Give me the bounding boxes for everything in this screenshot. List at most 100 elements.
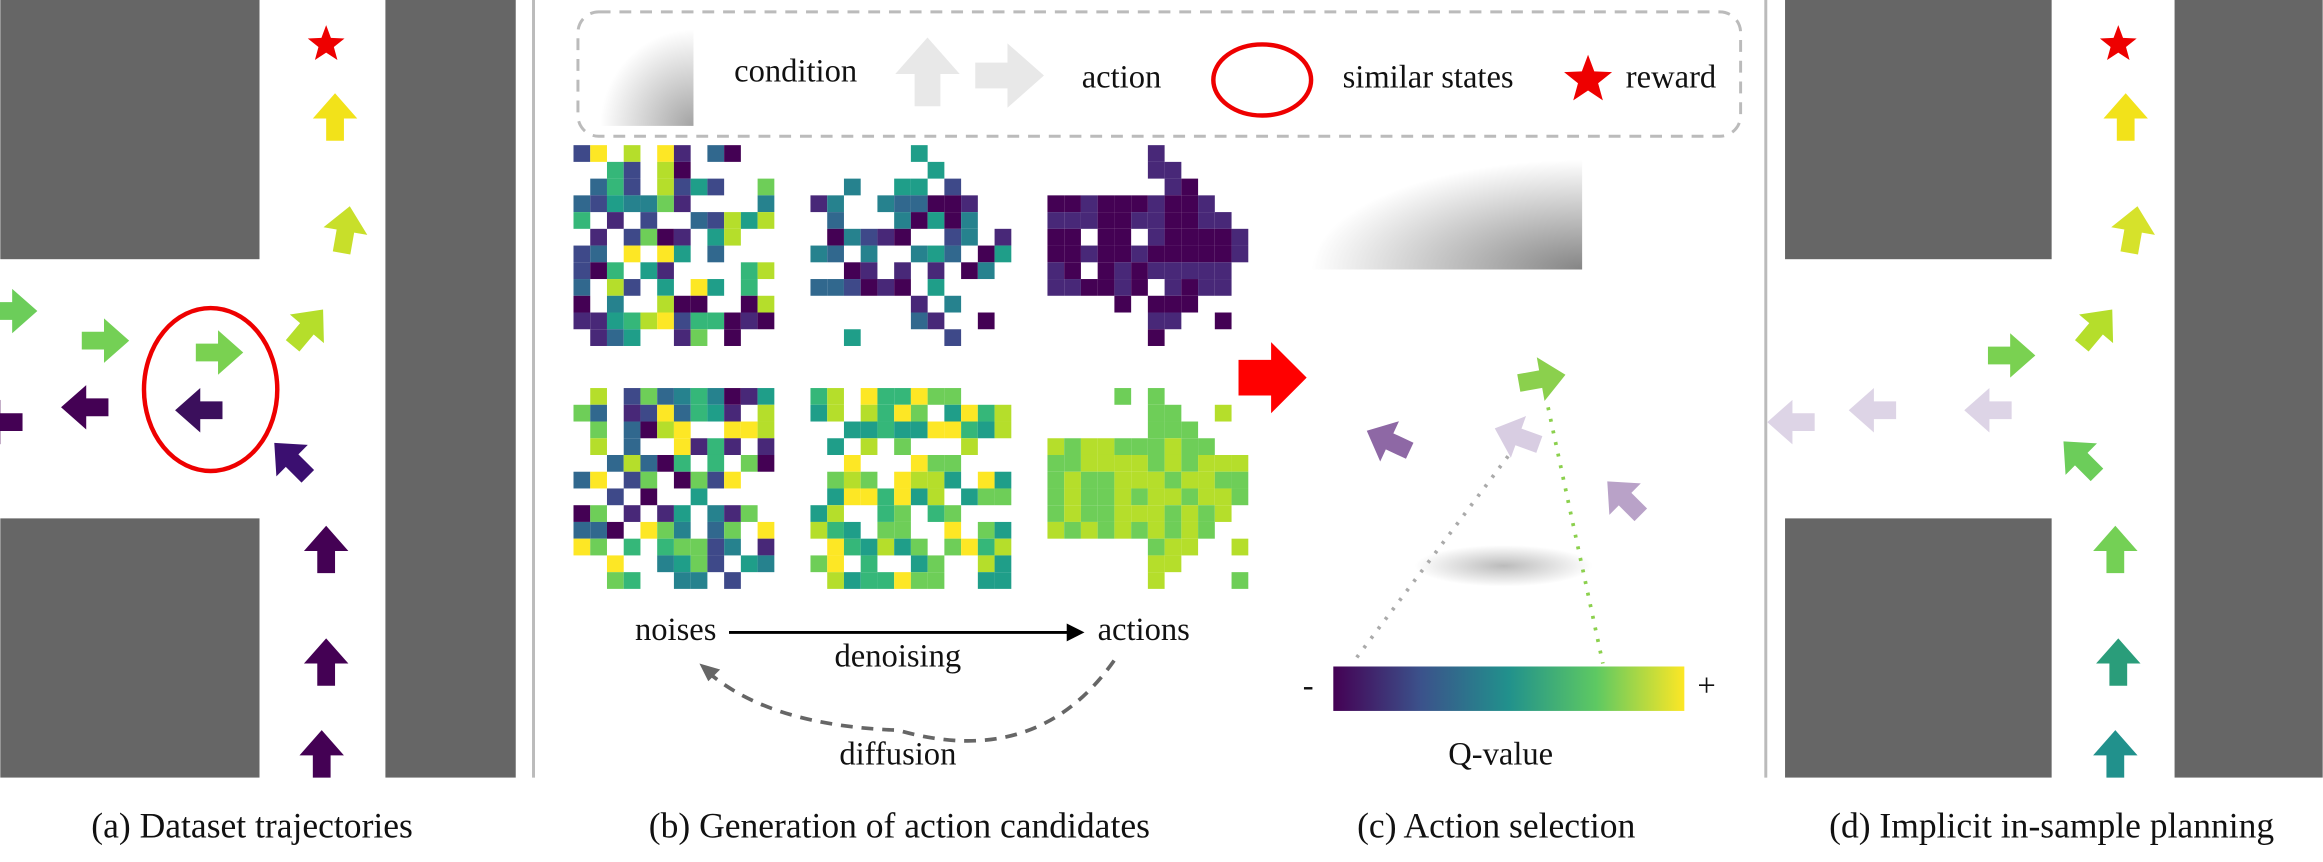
pixel xyxy=(590,505,607,522)
pixel xyxy=(740,262,758,280)
pixel xyxy=(690,404,708,422)
pixel xyxy=(810,245,828,263)
pixel xyxy=(1064,262,1081,280)
pixel xyxy=(961,228,978,246)
pixel xyxy=(623,312,641,330)
pixel xyxy=(961,438,978,455)
pixel xyxy=(1198,505,1215,522)
pixel xyxy=(673,312,691,330)
arrow xyxy=(195,330,244,375)
pixel xyxy=(724,404,741,422)
pixel xyxy=(1097,262,1115,280)
pixel xyxy=(724,212,741,229)
pixel xyxy=(573,279,591,296)
pixel xyxy=(910,312,928,330)
pixel xyxy=(590,421,607,439)
pixel xyxy=(1147,555,1165,573)
label: - xyxy=(1303,668,1314,704)
pixel xyxy=(623,329,641,346)
pixel xyxy=(1064,454,1081,472)
pixel xyxy=(606,161,624,179)
pixel xyxy=(673,388,691,405)
pixel xyxy=(1064,195,1081,213)
pixel xyxy=(673,329,691,346)
pixel xyxy=(1164,262,1182,280)
pixel xyxy=(673,228,691,246)
arrowhead xyxy=(1066,623,1085,642)
pixel xyxy=(1231,538,1249,556)
pixel xyxy=(1080,521,1098,539)
pixel xyxy=(994,421,1012,439)
pixel xyxy=(994,555,1012,573)
link xyxy=(1546,406,1605,664)
pixel xyxy=(573,262,591,280)
pixel xyxy=(877,572,895,589)
pixel xyxy=(860,471,878,489)
wall xyxy=(385,0,516,778)
pixel xyxy=(1181,245,1199,263)
pixel xyxy=(606,454,624,472)
pixel xyxy=(623,538,641,556)
pixel xyxy=(623,145,641,162)
pixel xyxy=(1164,488,1182,506)
pixel xyxy=(927,388,945,405)
pixel xyxy=(910,245,928,263)
pixel xyxy=(944,538,962,556)
pixel xyxy=(860,388,878,405)
pixel xyxy=(590,262,607,280)
pixel xyxy=(1164,195,1182,213)
pixel xyxy=(740,505,758,522)
pixel xyxy=(757,555,775,573)
pixel xyxy=(843,454,861,472)
pixel xyxy=(1181,454,1199,472)
pixel xyxy=(673,421,691,439)
pixel xyxy=(740,295,758,313)
pixel xyxy=(827,245,844,263)
pixel xyxy=(1181,538,1199,556)
pixel xyxy=(1147,438,1165,455)
pixel xyxy=(944,228,962,246)
pixel xyxy=(1131,488,1148,506)
pixel xyxy=(1131,521,1148,539)
pixel xyxy=(1181,521,1199,539)
pixel xyxy=(810,279,828,296)
pixel xyxy=(657,195,674,213)
pixel xyxy=(623,404,641,422)
pixel xyxy=(1147,245,1165,263)
pixel xyxy=(757,312,775,330)
pixel xyxy=(1131,505,1148,522)
pixel xyxy=(927,454,945,472)
pixel xyxy=(1164,245,1182,263)
pixel xyxy=(927,471,945,489)
pixel xyxy=(994,538,1012,556)
pixel xyxy=(590,521,607,539)
arrow xyxy=(895,37,960,107)
pixel xyxy=(910,454,928,472)
pixel xyxy=(994,572,1012,589)
shadow xyxy=(1414,545,1593,587)
pixel xyxy=(961,421,978,439)
wall xyxy=(1785,0,2052,260)
pixel xyxy=(1114,212,1132,229)
pixel xyxy=(1114,195,1132,213)
pixel xyxy=(961,488,978,506)
caption: (b) Generation of action candidates xyxy=(649,806,1150,846)
pixel xyxy=(657,421,674,439)
pixel xyxy=(1097,245,1115,263)
pixel xyxy=(910,555,928,573)
arrow xyxy=(1987,333,2036,378)
pixel xyxy=(944,178,962,196)
pixel xyxy=(877,228,895,246)
caption: (a) Dataset trajectories xyxy=(91,806,413,846)
pixel xyxy=(707,228,725,246)
pixel xyxy=(1047,521,1065,539)
pixel xyxy=(944,212,962,229)
pixel xyxy=(707,245,725,263)
pixel xyxy=(827,521,844,539)
pixel xyxy=(860,228,878,246)
pixel xyxy=(1147,329,1165,346)
pixel xyxy=(1064,471,1081,489)
pixel xyxy=(994,228,1012,246)
pixel xyxy=(690,279,708,296)
